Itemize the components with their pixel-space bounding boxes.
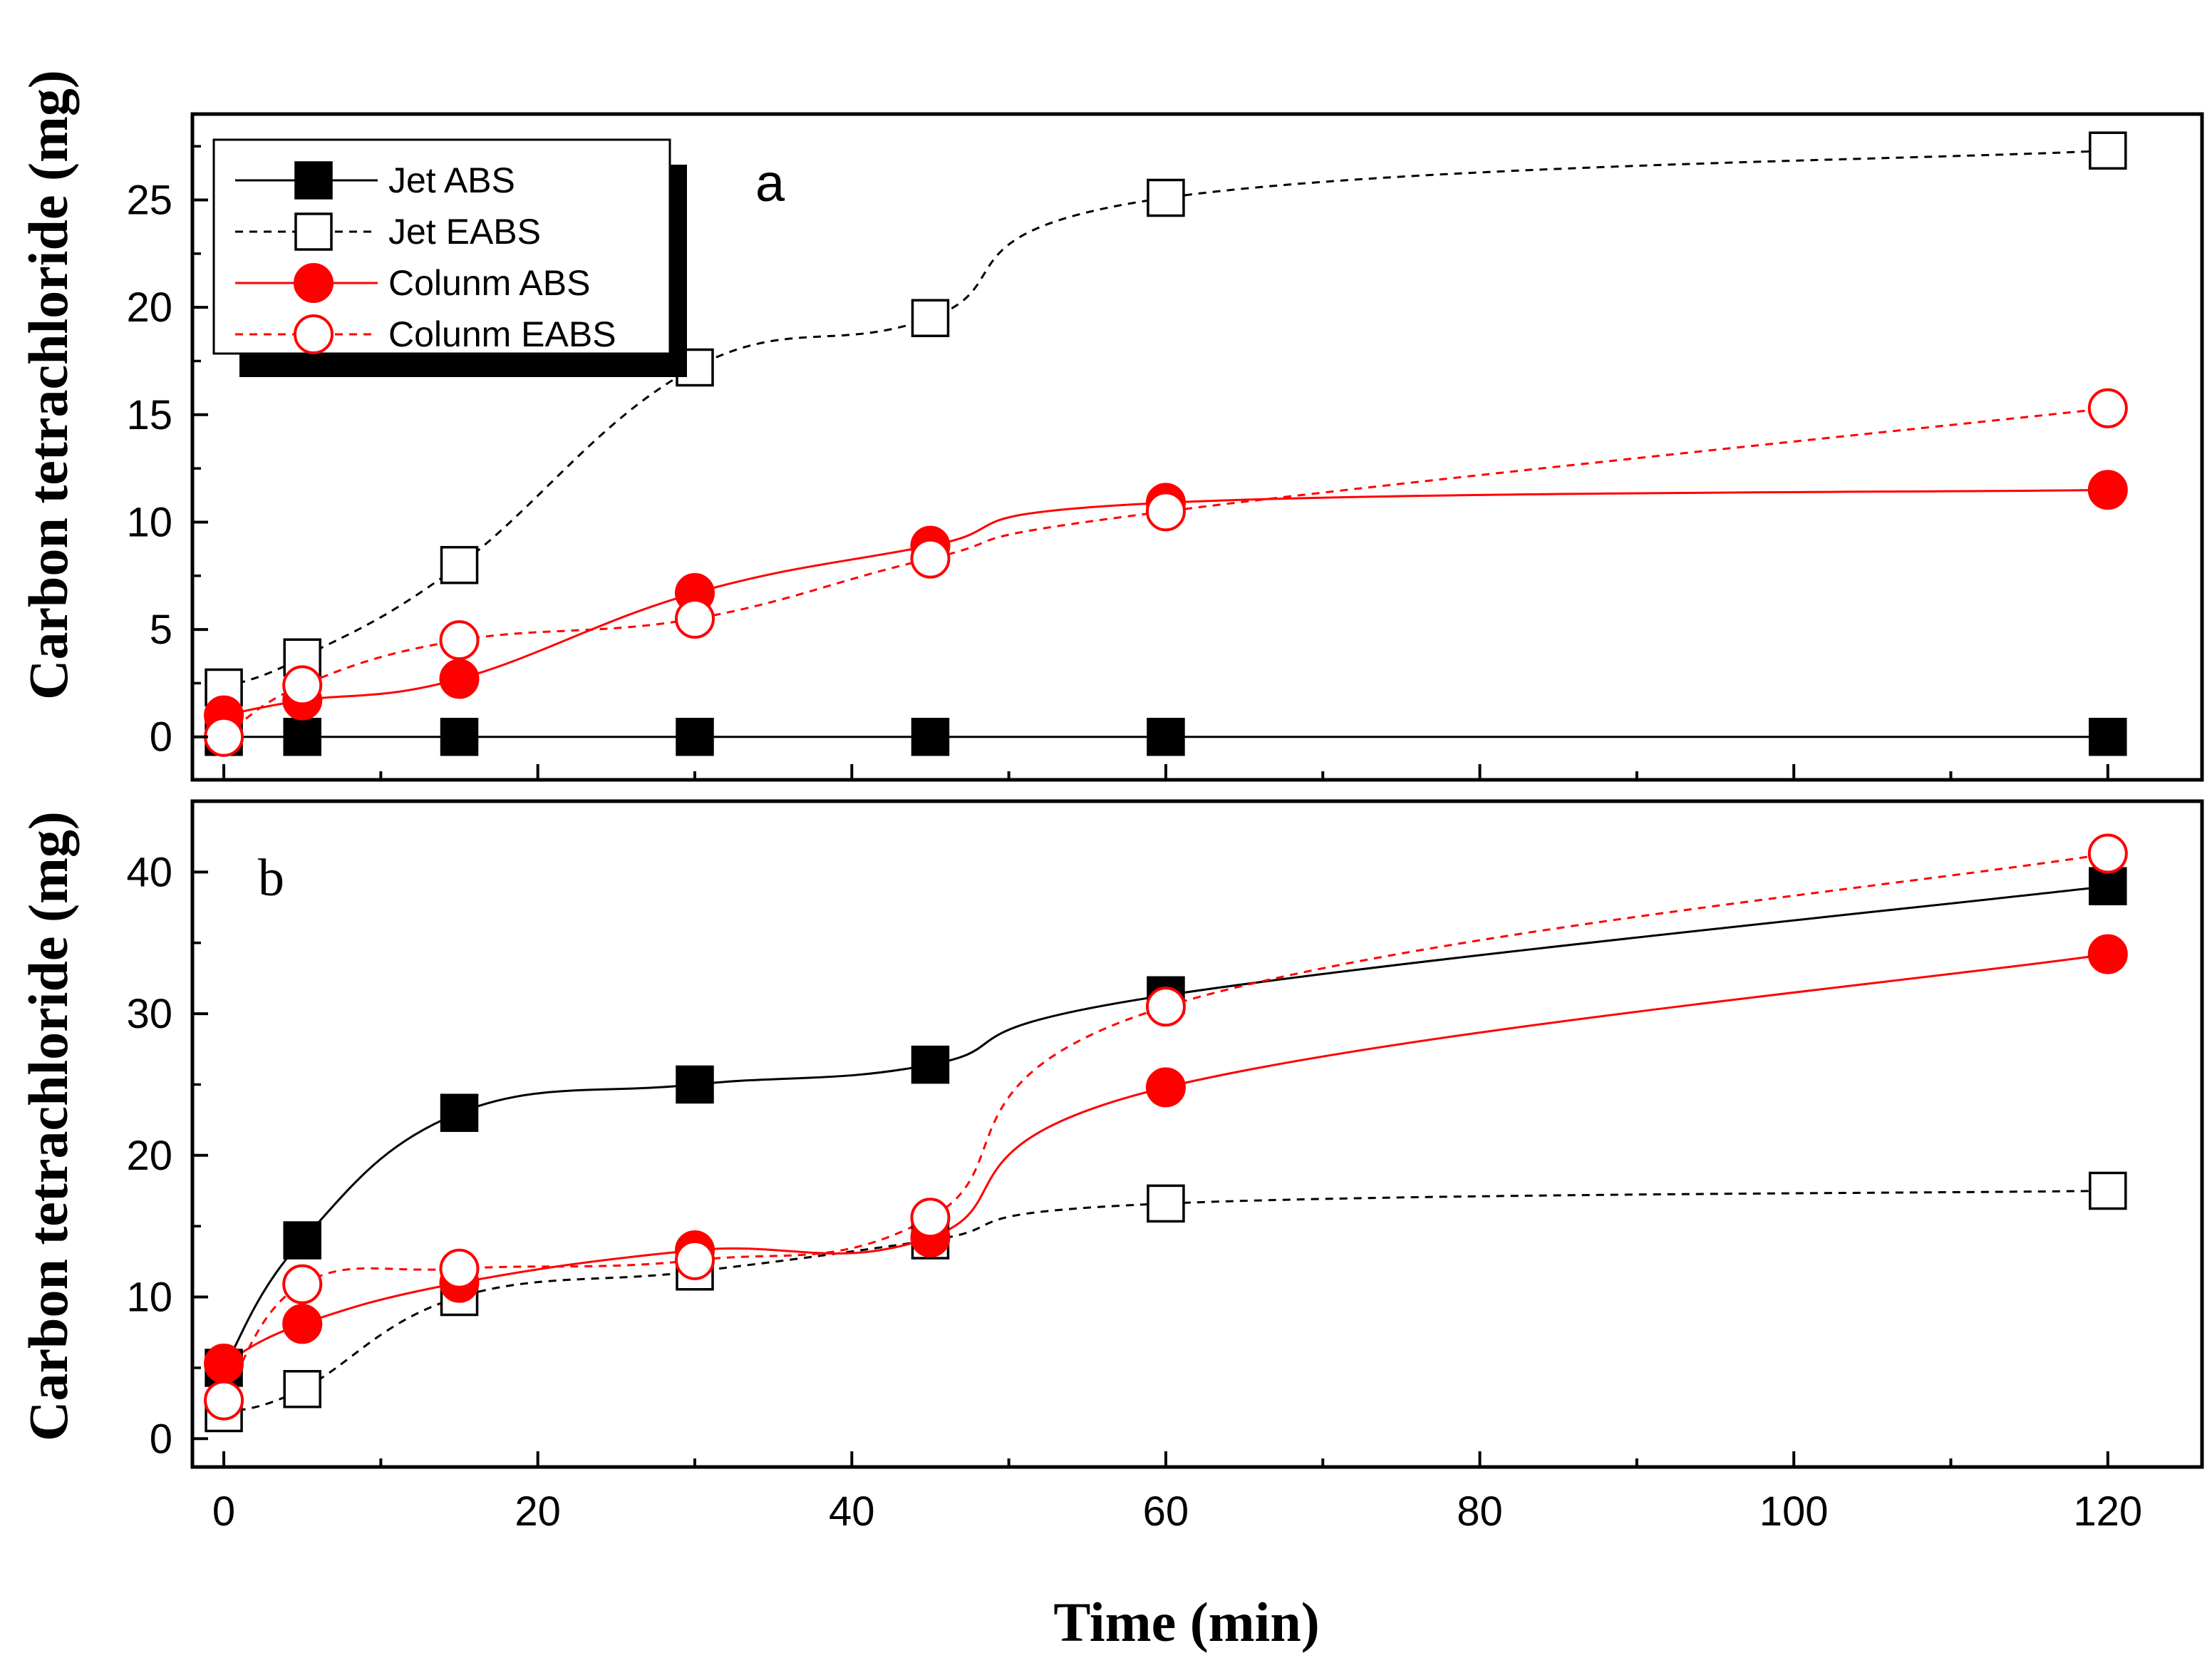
legend-entries: Jet ABS Jet EABS Colunm ABS Colunm EABS: [235, 160, 616, 354]
legend-marker: [294, 212, 333, 251]
legend: Jet ABS Jet EABS Colunm ABS Colunm EABS: [212, 138, 687, 377]
data-point-colunm-eabs: [1145, 987, 1186, 1027]
data-point-jet-abs: [676, 1065, 714, 1104]
data-point-jet-eabs: [283, 1369, 321, 1409]
legend-box: [212, 138, 671, 355]
data-point-colunm-eabs: [204, 1380, 244, 1421]
y-tick-label: 30: [126, 991, 172, 1037]
legend-label: Jet ABS: [388, 160, 515, 200]
data-point-colunm-eabs: [910, 1198, 951, 1238]
data-point-jet-abs: [283, 1221, 321, 1260]
series-line-jet-eabs: [223, 1190, 2108, 1414]
legend-item-jet-eabs: Jet EABS: [235, 212, 541, 252]
y-tick-label: 40: [126, 849, 172, 895]
data-point-jet-abs: [1147, 717, 1185, 756]
legend-label: Jet EABS: [388, 212, 541, 252]
data-point-colunm-eabs: [675, 599, 715, 639]
x-tick-label: 40: [829, 1488, 875, 1535]
x-tick-label: 20: [515, 1488, 561, 1535]
y-tick-label: 0: [150, 714, 172, 761]
panel-a-series-layer: [204, 131, 2128, 757]
data-point-jet-abs: [440, 717, 479, 756]
data-point-jet-eabs: [2089, 131, 2127, 170]
data-point-colunm-abs: [2087, 470, 2128, 510]
data-point-jet-abs: [676, 717, 714, 756]
series-line-colunm-eabs: [223, 407, 2108, 738]
data-point-colunm-eabs: [2087, 833, 2128, 874]
data-point-jet-abs: [911, 717, 950, 756]
data-point-colunm-eabs: [439, 620, 480, 661]
series-line-jet-eabs: [223, 149, 2108, 689]
data-point-jet-abs: [911, 1045, 950, 1084]
legend-label: Colunm EABS: [388, 314, 616, 354]
y-axis-title-b: Carbon tetrachloride (mg): [17, 811, 79, 1441]
series-line-colunm-abs: [223, 953, 2109, 1365]
data-point-jet-eabs: [1147, 1184, 1185, 1223]
y-tick-label: 20: [126, 1133, 172, 1179]
data-point-jet-abs: [2089, 717, 2127, 756]
panel-b-series-layer: [204, 833, 2128, 1433]
data-point-colunm-abs: [439, 659, 480, 699]
data-point-colunm-eabs: [910, 538, 951, 579]
panel-a: Jet ABS Jet EABS Colunm ABS Colunm EABS 0 5 1…: [126, 112, 2204, 782]
data-point-colunm-abs: [204, 1343, 244, 1384]
data-point-jet-eabs: [440, 545, 479, 585]
data-point-jet-eabs: [911, 299, 950, 337]
data-point-colunm-eabs: [1145, 491, 1186, 532]
x-tick-label: 0: [212, 1488, 235, 1535]
legend-item-colunm-eabs: Colunm EABS: [235, 314, 616, 354]
legend-label: Colunm ABS: [388, 263, 590, 303]
data-point-colunm-eabs: [282, 665, 323, 706]
x-tick-label: 100: [1759, 1488, 1829, 1535]
data-point-jet-abs: [2089, 867, 2127, 905]
panel-b: 0 10 20 30 40 0 20 40 60 80 100 120 b: [126, 799, 2204, 1535]
x-tick-label: 60: [1143, 1488, 1189, 1535]
data-point-colunm-eabs: [204, 716, 244, 757]
data-point-jet-abs: [283, 717, 321, 756]
plot-frame: [190, 112, 2204, 782]
y-axis-title-a: Carbon tetrachloride (mg): [17, 70, 79, 700]
y-tick-label: 25: [126, 177, 172, 224]
data-point-colunm-abs: [282, 1304, 323, 1344]
data-point-colunm-abs: [2087, 934, 2128, 974]
series-line-jet-abs: [222, 885, 2108, 1369]
data-point-colunm-eabs: [675, 1240, 715, 1280]
y-tick-label: 0: [150, 1416, 172, 1462]
data-point-jet-eabs: [1147, 178, 1185, 217]
y-tick-label: 5: [150, 607, 172, 653]
panel-label-b: b: [258, 849, 284, 907]
x-axis-title: Time (min): [1053, 1591, 1319, 1653]
x-tick-label: 80: [1457, 1488, 1503, 1535]
panel-b-axes: 0 10 20 30 40 0 20 40 60 80 100 120: [126, 799, 2204, 1535]
legend-marker: [294, 314, 334, 354]
series-line-colunm-eabs: [222, 853, 2109, 1401]
y-tick-label: 15: [126, 392, 172, 438]
data-point-jet-abs: [440, 1093, 479, 1132]
x-tick-label: 120: [2073, 1488, 2142, 1535]
y-tick-label: 10: [126, 499, 172, 545]
legend-marker: [294, 263, 334, 303]
data-point-colunm-eabs: [439, 1248, 480, 1289]
data-point-colunm-eabs: [2087, 388, 2128, 428]
plot-frame: [190, 799, 2204, 1469]
legend-marker: [294, 161, 333, 200]
panel-label-a: a: [755, 153, 785, 212]
data-point-jet-eabs: [2089, 1171, 2127, 1210]
series-line-colunm-abs: [223, 488, 2108, 717]
data-point-colunm-eabs: [282, 1264, 323, 1304]
y-tick-label: 20: [126, 284, 172, 331]
legend-item-colunm-abs: Colunm ABS: [235, 263, 590, 303]
panel-a-axes: 0 5 10 15 20 25: [126, 112, 2204, 782]
y-tick-label: 10: [126, 1275, 172, 1321]
legend-item-jet-abs: Jet ABS: [235, 160, 515, 200]
data-point-colunm-abs: [1145, 1067, 1186, 1108]
